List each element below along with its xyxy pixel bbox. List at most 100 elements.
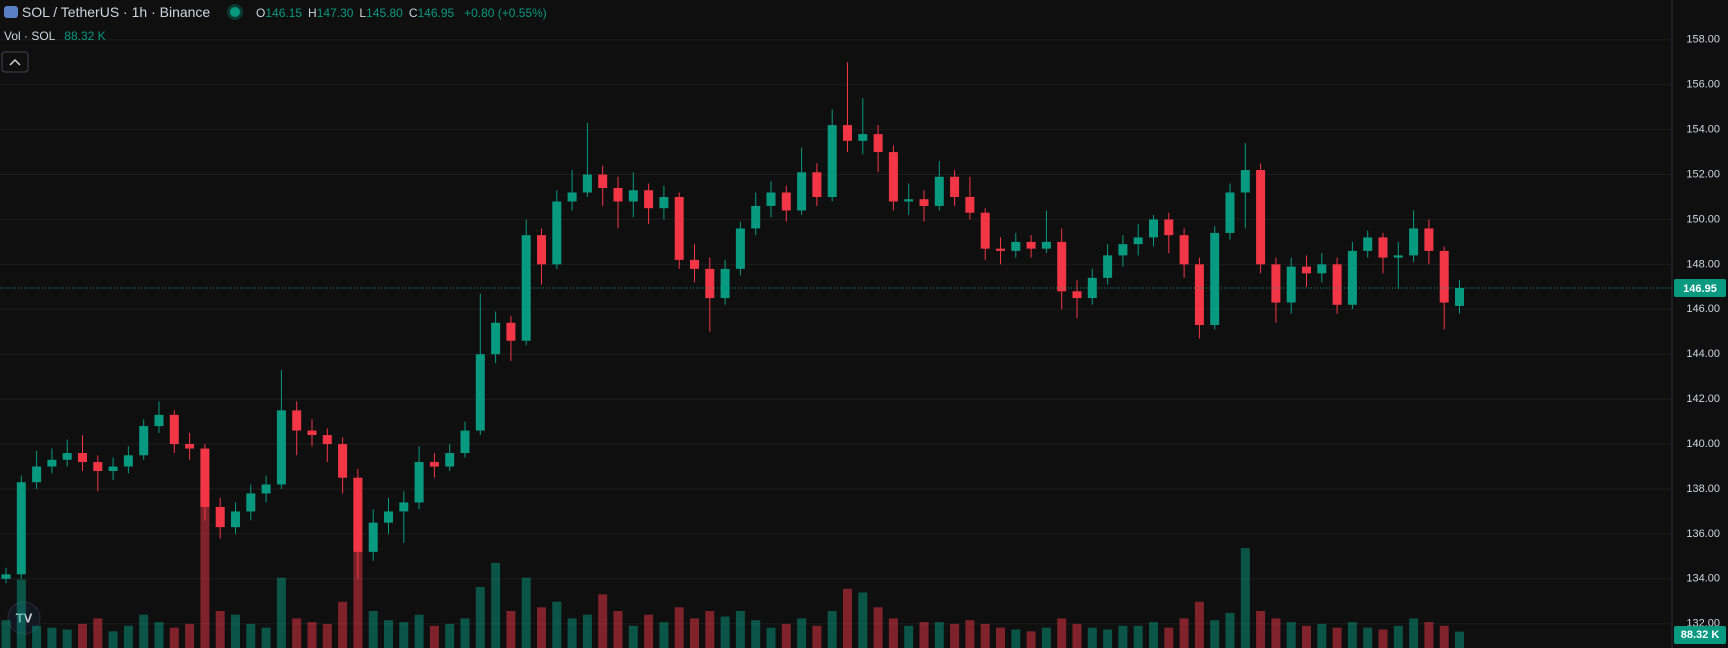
- candle-body: [797, 172, 807, 211]
- candle-body: [1118, 244, 1128, 256]
- volume-bar: [720, 616, 730, 648]
- candle-body: [62, 453, 72, 460]
- candle-body: [996, 248, 1005, 251]
- volume-bar: [934, 622, 944, 648]
- volume-bar: [1225, 612, 1235, 648]
- button-frame: [1, 51, 29, 73]
- volume-bar: [1455, 631, 1464, 648]
- volume-bar: [1072, 623, 1082, 648]
- candle-body: [1240, 170, 1250, 193]
- volume-bar: [1149, 622, 1158, 648]
- y-tick-label: 148.00: [1686, 258, 1720, 270]
- candle-body: [475, 354, 485, 431]
- candle-body: [429, 462, 439, 467]
- volume-bar: [567, 618, 577, 648]
- candle-body: [1057, 241, 1067, 292]
- candle-body: [307, 430, 317, 436]
- volume-bar: [139, 614, 149, 648]
- candle-body: [368, 522, 378, 552]
- volume-bar: [904, 625, 914, 648]
- volume-bar: [307, 622, 317, 648]
- candle-body: [1317, 264, 1327, 274]
- candle-body: [950, 176, 960, 197]
- volume-bar: [858, 592, 868, 648]
- collapse-button[interactable]: [1, 51, 29, 73]
- candle-body: [1225, 192, 1235, 233]
- volume-value: 88.32 K: [64, 29, 106, 43]
- volume-bar: [414, 614, 424, 648]
- volume-bar: [1240, 548, 1250, 648]
- candle-body: [934, 176, 944, 206]
- candle-body: [873, 134, 883, 153]
- candle-body: [399, 502, 409, 512]
- volume-bar: [1103, 629, 1113, 648]
- candle-body: [674, 196, 684, 260]
- candle-body: [1286, 266, 1296, 303]
- candle-body: [1026, 241, 1036, 249]
- ohlc-key: L: [359, 6, 367, 20]
- candle-body: [1164, 219, 1174, 236]
- volume-bar: [322, 623, 332, 648]
- candle-body: [1409, 228, 1419, 256]
- volume-bar: [384, 620, 393, 648]
- candle-body: [460, 430, 470, 454]
- volume-bar: [1271, 618, 1281, 648]
- candle-body: [735, 228, 745, 269]
- candle-body: [1271, 264, 1281, 303]
- candle-body: [1302, 266, 1311, 274]
- volume-bar: [965, 620, 975, 648]
- volume-bar: [32, 625, 42, 648]
- volume-bar: [154, 622, 164, 648]
- y-tick-label: 158.00: [1686, 34, 1720, 46]
- ohlc-value: 146.15: [265, 6, 303, 20]
- volume-bar: [1133, 625, 1143, 648]
- volume-bar: [108, 631, 118, 648]
- candle-body: [705, 268, 715, 299]
- symbol-icon: [4, 6, 18, 18]
- volume-bar: [215, 611, 225, 648]
- volume-bar: [644, 614, 654, 648]
- ohlc-key: O: [256, 6, 266, 20]
- ohlc-value: 145.80: [366, 6, 403, 20]
- candle-body: [965, 196, 975, 213]
- chevron: [9, 58, 21, 66]
- y-tick-label: 156.00: [1686, 79, 1720, 91]
- volume-bar: [1332, 627, 1342, 648]
- y-tick-label: 152.00: [1686, 168, 1720, 180]
- last-volume-tag: [1674, 626, 1726, 644]
- candle-body: [980, 212, 990, 249]
- volume-bar: [659, 622, 669, 648]
- ohlc-value: 147.30: [316, 6, 354, 20]
- candle-body: [1439, 250, 1449, 303]
- volume-bar: [429, 625, 439, 648]
- volume-bar: [1378, 629, 1388, 648]
- volume-bar: [460, 618, 470, 648]
- volume-bar: [491, 562, 501, 648]
- candle-body: [613, 187, 623, 202]
- candle-body: [751, 205, 761, 229]
- volume-bar: [1041, 627, 1051, 648]
- volume-title: Vol · SOL: [4, 29, 55, 43]
- volume-bar: [1210, 620, 1220, 648]
- volume-bar: [231, 614, 240, 648]
- candle-body: [1072, 291, 1082, 299]
- candle-body: [1347, 250, 1357, 305]
- candle-body: [1011, 241, 1021, 251]
- candle-body: [720, 268, 730, 299]
- candle-body: [598, 174, 608, 188]
- volume-bar: [368, 611, 378, 648]
- ohlc-value: 146.95: [417, 6, 455, 20]
- candle-body: [1378, 237, 1388, 258]
- y-tick-label: 142.00: [1686, 393, 1720, 405]
- candle-body: [353, 477, 363, 552]
- candle-body: [1455, 287, 1464, 306]
- candle-body: [567, 192, 577, 202]
- volume-bar: [475, 586, 485, 648]
- candle-body: [1, 574, 11, 579]
- candle-body: [537, 235, 546, 265]
- symbol-title[interactable]: SOL / TetherUS · 1h · Binance: [21, 4, 211, 20]
- y-tick-label: 138.00: [1686, 483, 1720, 495]
- last-price-label: 146.95: [1683, 283, 1717, 295]
